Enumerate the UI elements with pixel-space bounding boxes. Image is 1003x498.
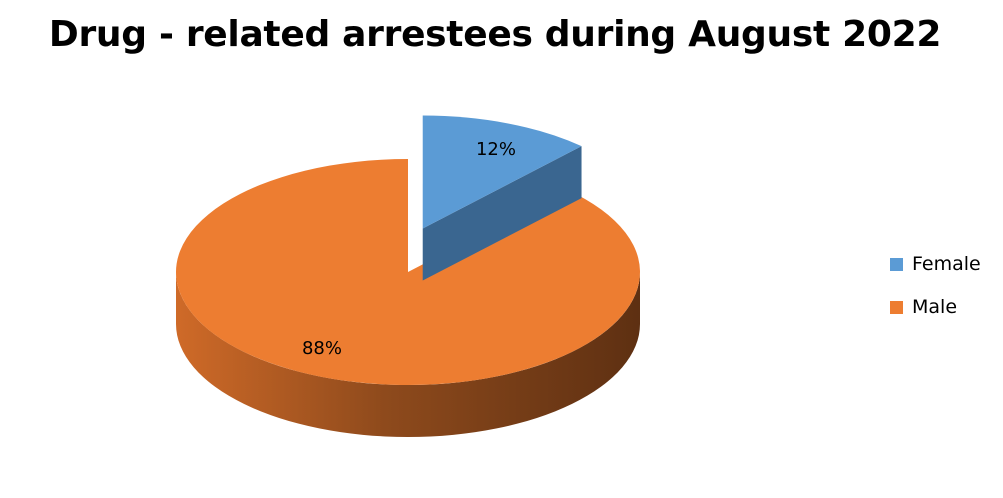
pie-slices-group: 12% 88% xyxy=(176,115,641,437)
chart-title: Drug - related arrestees during August 2… xyxy=(48,14,942,55)
legend-item-male: Male xyxy=(890,295,981,319)
legend-swatch-female xyxy=(890,257,903,271)
pie-side-male xyxy=(176,272,640,437)
legend-item-female: Female xyxy=(890,252,981,276)
pie-face-female xyxy=(422,146,582,281)
data-label-female: 12% xyxy=(476,139,516,160)
legend-label-male: Male xyxy=(912,296,958,318)
legend-label-female: Female xyxy=(912,253,981,275)
data-label-male: 88% xyxy=(302,338,342,359)
pie-slice-female xyxy=(422,115,582,229)
chart-legend: Female Male xyxy=(890,252,981,338)
legend-swatch-male xyxy=(890,300,903,314)
